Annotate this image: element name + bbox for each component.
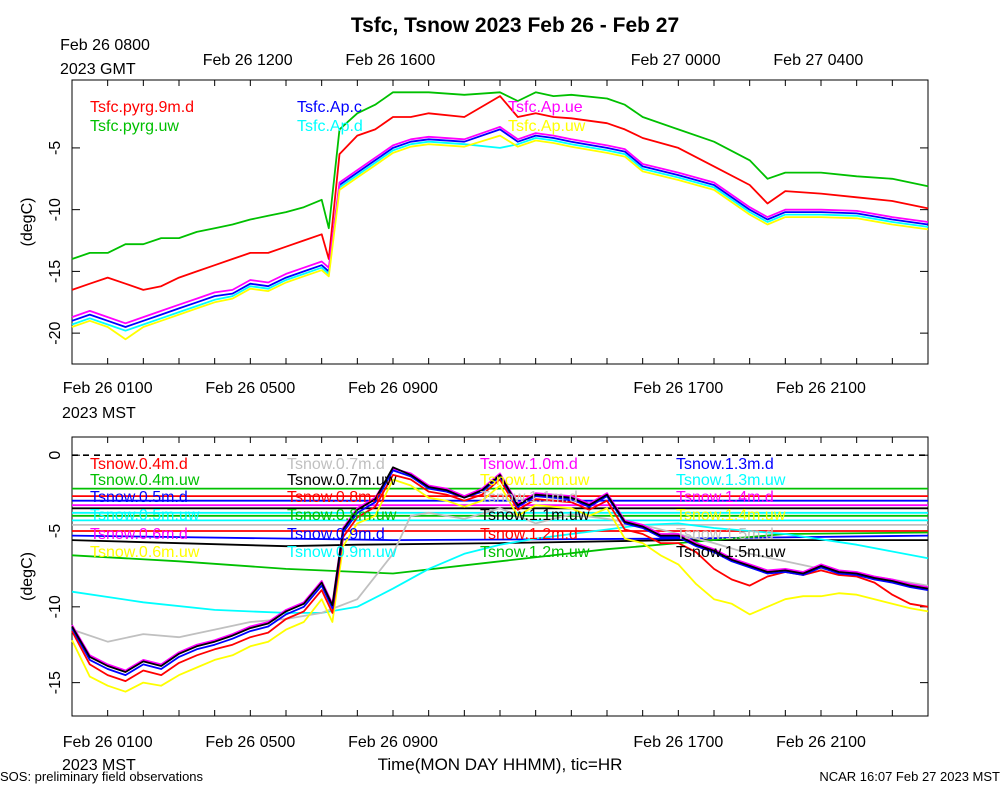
legend-entry: Tsnow.1.4m.d — [676, 489, 774, 506]
x-tick-label: Feb 26 0500 — [205, 380, 295, 397]
x-tick-label: Feb 26 0500 — [205, 734, 295, 751]
footer-right: NCAR 16:07 Feb 27 2023 MST — [819, 769, 1000, 784]
series-line-Tsnow.1.2m.uw — [71, 531, 929, 575]
chart-title: Tsfc, Tsnow 2023 Feb 26 - Feb 27 — [351, 14, 679, 37]
legend-entry: Tsnow.0.9m.d — [287, 526, 385, 543]
series-line-Tsfc.pyrg.uw — [71, 91, 929, 260]
top-axis-label: Feb 26 1600 — [345, 52, 435, 69]
x-tick-label: Feb 26 0900 — [348, 380, 438, 397]
legend-entry: Tsnow.0.7m.d — [287, 456, 385, 473]
legend-entry: Tsnow.0.8m.d — [287, 489, 385, 506]
legend-entry: Tsfc.pyrg.uw — [90, 118, 179, 135]
legend-entry: Tsfc.Ap.d — [297, 118, 363, 135]
top-axis-label: Feb 26 0800 — [60, 37, 150, 54]
top-axis-note: 2023 GMT — [60, 61, 136, 78]
y-tick-label: -20 — [47, 321, 64, 344]
legend-entry: Tsfc.Ap.ue — [508, 99, 583, 116]
x-tick-label: Feb 26 2100 — [776, 734, 866, 751]
x-axis-note: 2023 MST — [62, 757, 136, 774]
legend-entry: Tsnow.1.5m.d — [676, 526, 774, 543]
legend-entry: Tsnow.1.3m.d — [676, 456, 774, 473]
legend-entry: Tsnow.1.2m.d — [480, 526, 578, 543]
y-axis-label: (degC) — [19, 198, 36, 247]
bottom-panel: 0 -5 -10 -15 (degC) Tsnow.0.4m.dTsnow.0.4m.uw… — [19, 436, 929, 774]
legend-entry: Tsnow.1.1m.uw — [480, 507, 590, 524]
x-tick-label: Feb 26 0100 — [63, 380, 153, 397]
y-tick-label: -10 — [47, 198, 64, 221]
legend-entry: Tsnow.0.8m.uw — [287, 507, 397, 524]
series-line-Tsfc.Ap.ue — [71, 126, 929, 325]
x-tick-label: Feb 26 1700 — [633, 380, 723, 397]
legend-entry: Tsnow.1.4m.uw — [676, 507, 786, 524]
legend-entry: Tsfc.Ap.c — [297, 99, 362, 116]
series-line-Tsfc.Ap.uw — [71, 134, 929, 341]
top-axis-label: Feb 27 0400 — [773, 52, 863, 69]
series-line-Tsfc.Ap.c — [71, 128, 929, 328]
x-tick-label: Feb 26 1700 — [633, 734, 723, 751]
top-axis-label: Feb 26 1200 — [203, 52, 293, 69]
x-tick-label: Feb 26 0900 — [348, 734, 438, 751]
legend-entry: Tsnow.0.5m.uw — [90, 507, 200, 524]
footer-left: SOS: preliminary field observations — [0, 769, 204, 784]
y-tick-label: -15 — [47, 260, 64, 283]
x-tick-label: Feb 26 0100 — [63, 734, 153, 751]
x-tick-label: Feb 26 2100 — [776, 380, 866, 397]
top-panel: -5 -10 -15 -20 (degC) Tsfc.pyrg.9m.d Tsfc.pyrg… — [19, 37, 929, 422]
legend-entry: Tsfc.pyrg.9m.d — [90, 99, 194, 116]
top-axis-label: Feb 27 0000 — [631, 52, 721, 69]
legend-entry: Tsnow.0.6m.uw — [90, 544, 200, 561]
legend-entry: Tsnow.1.0m.uw — [480, 472, 590, 489]
legend-entry: Tsnow.1.1m.d — [480, 489, 578, 506]
legend-entry: Tsnow.0.6m.d — [90, 526, 188, 543]
legend-entry: Tsnow.1.3m.uw — [676, 472, 786, 489]
y-tick-label: -15 — [47, 671, 64, 694]
legend-entry: Tsfc.Ap.uw — [508, 118, 586, 135]
series-line-Tsnow.1.3m.d — [71, 469, 929, 676]
legend-entry: Tsnow.0.7m.uw — [287, 472, 397, 489]
series-line-Tsnow.1.1m.d — [71, 466, 929, 673]
legend-entry: Tsnow.1.5m.uw — [676, 544, 786, 561]
legend-entry: Tsnow.1.2m.uw — [480, 544, 590, 561]
y-tick-label: -10 — [47, 595, 64, 618]
plot-frame — [71, 79, 929, 365]
y-tick-label: 0 — [47, 451, 64, 460]
series-line-Tsnow.0.6m.uw — [71, 478, 929, 693]
series-line-Tsfc.pyrg.9m.d — [71, 95, 929, 291]
series-line-Tsfc.Ap.d — [71, 137, 929, 332]
legend-entry: Tsnow.1.0m.d — [480, 456, 578, 473]
y-axis-label: (degC) — [19, 552, 36, 601]
legend-entry: Tsnow.0.5m.d — [90, 489, 188, 506]
legend-entry: Tsnow.0.4m.uw — [90, 472, 200, 489]
y-tick-label: -5 — [47, 524, 64, 538]
legend-entry: Tsnow.0.9m.uw — [287, 544, 397, 561]
series-line-Tsnow.0.9m.uw — [71, 522, 929, 614]
legend-entry: Tsnow.0.4m.d — [90, 456, 188, 473]
series-line-Tsnow.0.7m.d — [71, 507, 929, 643]
series-line-Tsnow.1.0m.d — [71, 467, 929, 672]
x-axis-note: 2023 MST — [62, 405, 136, 422]
y-tick-label: -5 — [47, 141, 64, 155]
x-axis-label: Time(MON DAY HHMM), tic=HR — [378, 755, 623, 774]
